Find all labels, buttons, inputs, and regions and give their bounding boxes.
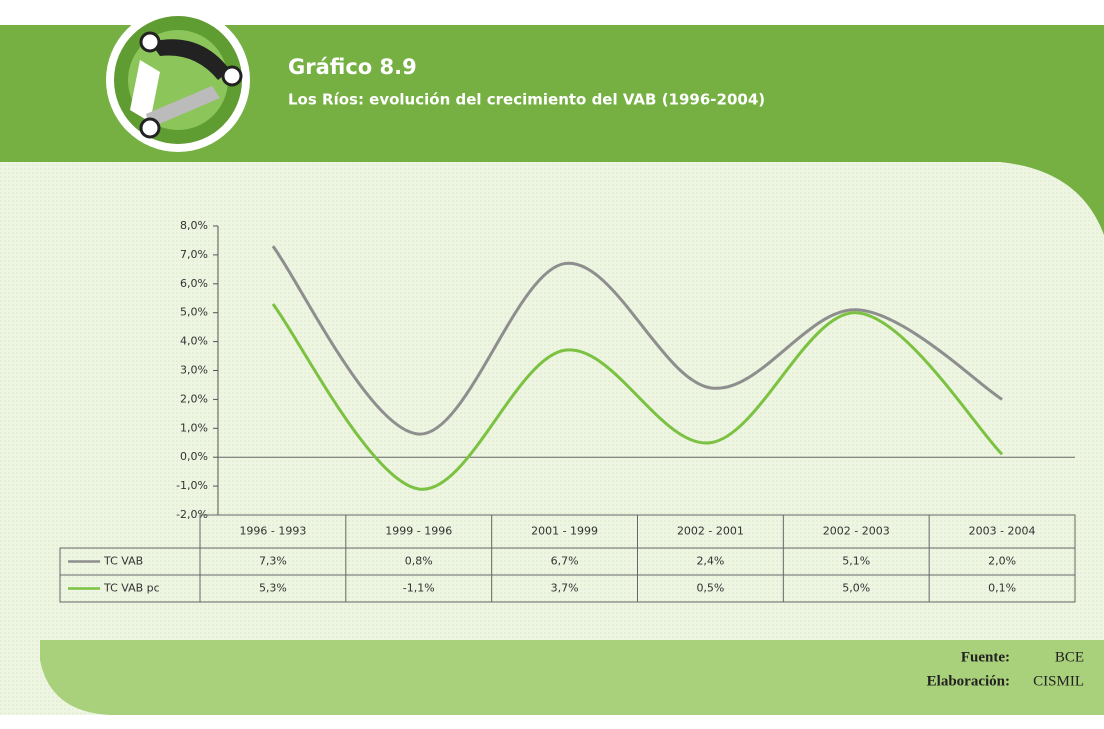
y-tick-label: 2,0% xyxy=(180,392,208,405)
panel xyxy=(0,160,1104,715)
credit-label: Elaboración: xyxy=(927,673,1010,689)
value-label: 3,7% xyxy=(551,582,579,595)
x-tick-label: 1996 - 1993 xyxy=(239,525,306,538)
chart-title: Gráfico 8.9 xyxy=(288,55,417,79)
header-band xyxy=(0,25,1104,235)
credit: CISMIL xyxy=(1033,673,1084,689)
value-label: 0,5% xyxy=(696,582,724,595)
legend-label: TC VAB pc xyxy=(103,582,160,595)
value-label: 2,4% xyxy=(696,555,724,568)
x-tick-label: 2003 - 2004 xyxy=(969,525,1036,538)
logo xyxy=(106,8,250,152)
y-tick-label: -1,0% xyxy=(176,479,208,492)
x-tick-label: 2002 - 2003 xyxy=(823,525,890,538)
value-label: -1,1% xyxy=(403,582,435,595)
x-tick-label: 1999 - 1996 xyxy=(385,525,452,538)
source: BCE xyxy=(1055,649,1084,665)
source-label: Fuente: xyxy=(961,649,1010,665)
series-line xyxy=(271,303,1004,491)
y-tick-label: 7,0% xyxy=(180,248,208,261)
value-label: 0,8% xyxy=(405,555,433,568)
y-tick-label: 4,0% xyxy=(180,335,208,348)
x-tick-label: 2001 - 1999 xyxy=(531,525,598,538)
y-tick-label: 1,0% xyxy=(180,421,208,434)
y-tick-label: 8,0% xyxy=(180,219,208,232)
value-label: 6,7% xyxy=(551,555,579,568)
series-line xyxy=(271,245,1003,436)
legend-label: TC VAB xyxy=(103,555,143,568)
value-label: 2,0% xyxy=(988,555,1016,568)
chart-subtitle: Los Ríos: evolución del crecimiento del … xyxy=(288,91,765,109)
value-label: 5,1% xyxy=(842,555,870,568)
footer-band xyxy=(40,640,1104,715)
value-label: 7,3% xyxy=(259,555,287,568)
y-tick-label: 3,0% xyxy=(180,364,208,377)
y-tick-label: 6,0% xyxy=(180,277,208,290)
y-tick-label: 0,0% xyxy=(180,450,208,463)
value-label: 5,3% xyxy=(259,582,287,595)
y-tick-label: 5,0% xyxy=(180,306,208,319)
x-tick-label: 2002 - 2001 xyxy=(677,525,744,538)
value-label: 0,1% xyxy=(988,582,1016,595)
value-label: 5,0% xyxy=(842,582,870,595)
